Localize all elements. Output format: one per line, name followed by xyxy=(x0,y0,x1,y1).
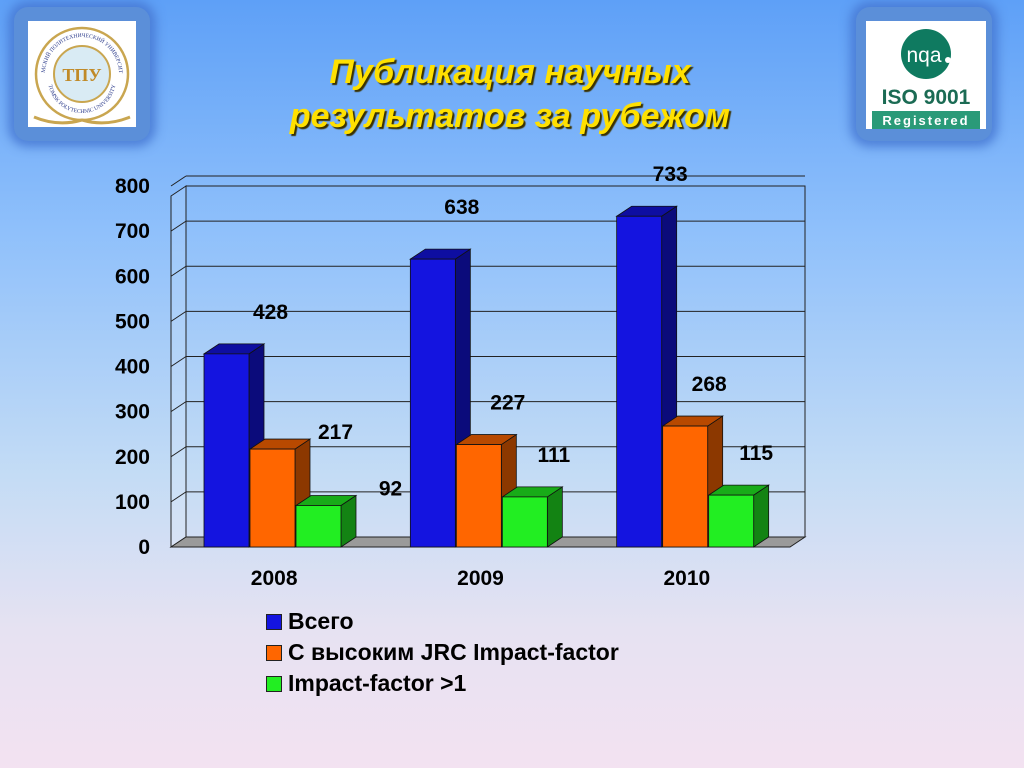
legend-swatch xyxy=(266,613,282,630)
y-tick-label: 700 xyxy=(115,220,150,243)
tpu-monogram: ТПУ xyxy=(62,65,101,85)
tpu-logo-frame: ТОМСКИЙ ПОЛИТЕХНИЧЕСКИЙ УНИВЕРСИТЕТ TOMS… xyxy=(14,7,150,141)
data-label: 733 xyxy=(653,163,688,186)
gridline-side xyxy=(170,446,187,458)
bar xyxy=(708,494,755,548)
legend-swatch xyxy=(266,644,282,661)
legend-label: С высоким JRC Impact-factor xyxy=(288,639,619,665)
gridline-side xyxy=(170,310,187,322)
gridline-side xyxy=(170,220,187,232)
iso-registered: Registered xyxy=(882,113,969,128)
gridline-side xyxy=(170,401,187,413)
gridline-side xyxy=(170,175,187,187)
y-tick-label: 800 xyxy=(115,175,150,198)
bar xyxy=(455,444,502,548)
y-tick-label: 200 xyxy=(115,446,150,469)
iso-standard: ISO 9001 xyxy=(882,86,971,109)
data-label: 428 xyxy=(253,301,288,324)
y-tick-label: 400 xyxy=(115,356,150,379)
x-tick-label: 2009 xyxy=(457,567,504,590)
gridline-side xyxy=(170,356,187,367)
page-title: Публикация научных результатов за рубежо… xyxy=(200,50,820,138)
x-tick-label: 2010 xyxy=(663,567,710,590)
data-label: 217 xyxy=(318,421,353,444)
iso-logo: nqa ISO 9001 Registered xyxy=(866,21,986,129)
title-line-2: результатов за рубежом xyxy=(289,97,731,135)
data-label: 268 xyxy=(692,373,727,396)
y-tick-label: 300 xyxy=(115,401,150,424)
legend-item: С высоким JRC Impact-factor xyxy=(266,637,619,668)
data-label: 227 xyxy=(490,392,525,415)
bar-side xyxy=(546,486,563,548)
nqa-brand: nqa xyxy=(906,44,941,67)
bar xyxy=(249,448,296,548)
bar-side xyxy=(753,484,770,548)
y-tick-label: 100 xyxy=(115,491,150,514)
bar xyxy=(616,215,663,548)
data-label: 115 xyxy=(739,442,773,465)
data-label: 638 xyxy=(444,196,479,219)
legend-label: Impact-factor >1 xyxy=(288,670,467,696)
bar xyxy=(409,258,456,548)
x-tick-label: 2008 xyxy=(251,567,298,590)
chart-legend: Всего С высоким JRC Impact-factor Impact-f… xyxy=(266,606,619,699)
y-tick-label: 600 xyxy=(115,265,150,288)
iso-logo-frame: nqa ISO 9001 Registered xyxy=(856,7,992,141)
legend-item: Всего xyxy=(266,606,619,637)
bar xyxy=(295,505,342,548)
y-tick-label: 0 xyxy=(138,536,150,559)
data-label: 111 xyxy=(537,444,570,467)
bar xyxy=(662,425,709,548)
y-tick-label: 500 xyxy=(115,310,150,333)
tpu-logo: ТОМСКИЙ ПОЛИТЕХНИЧЕСКИЙ УНИВЕРСИТЕТ TOMS… xyxy=(26,17,136,127)
legend-swatch xyxy=(266,675,282,692)
title-line-1: Публикация научных xyxy=(329,53,691,91)
bar-chart: 0 100 200 300 400 500 600 700 800 428 217 92 2008 638… xyxy=(115,163,807,590)
legend-label: Всего xyxy=(288,608,354,634)
gridline-side xyxy=(170,265,187,277)
nqa-circle-icon xyxy=(901,29,951,79)
bar xyxy=(501,496,548,548)
data-label: 92 xyxy=(379,477,402,500)
legend-item: Impact-factor >1 xyxy=(266,668,619,699)
gridline-side xyxy=(170,491,187,503)
bar xyxy=(203,353,250,548)
